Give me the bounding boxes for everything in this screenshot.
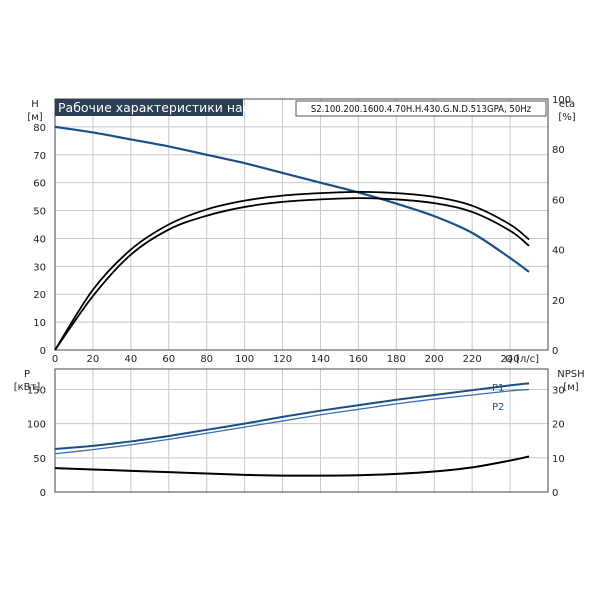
h-tick-label: 50 (33, 207, 46, 218)
eta-curve-1 (54, 190, 530, 351)
x-tick-label: 240 (501, 354, 520, 365)
h-tick-label: 20 (33, 290, 46, 301)
h-eta-grid (54, 99, 548, 351)
h-tick-label: 80 (33, 123, 46, 134)
h-axis-label: H (31, 99, 39, 110)
npsh-tick-label: 0 (552, 488, 558, 499)
p-npsh-grid (54, 369, 548, 493)
npsh-axis-label: NPSH (557, 369, 584, 380)
x-tick-label: 140 (311, 354, 330, 365)
p-tick-label: 100 (27, 420, 46, 431)
x-tick-label: 200 (425, 354, 444, 365)
eta-tick-label: 60 (552, 195, 565, 206)
eta-curve-2 (54, 197, 530, 351)
x-tick-label: 180 (387, 354, 406, 365)
eta-tick-label: 80 (552, 145, 565, 156)
pump-model-label: S2.100.200.1600.4.70H.H.430.G.N.D.513GPA… (311, 104, 532, 115)
model-box (295, 100, 547, 117)
h-curve (54, 125, 530, 273)
p1-series-label: P1 (492, 383, 504, 394)
npsh-curve (54, 455, 530, 477)
h-tick-label: 40 (33, 234, 46, 245)
eta-tick-labels: 0 20 40 60 80 100 (552, 95, 571, 357)
npsh-tick-labels: 0 10 20 30 (552, 386, 565, 500)
x-tick-label: 0 (52, 354, 58, 365)
h-tick-label: 0 (40, 346, 46, 357)
eta-tick-label: 20 (552, 296, 565, 307)
x-tick-label: 80 (200, 354, 213, 365)
eta-axis-label: eta (559, 99, 575, 110)
x-tick-label: 160 (349, 354, 368, 365)
x-tick-label: 40 (124, 354, 137, 365)
h-tick-labels: 0 10 20 30 40 50 60 70 80 (33, 123, 46, 357)
chart-title-box (55, 99, 243, 116)
x-tick-label: 60 (162, 354, 175, 365)
npsh-tick-label: 20 (552, 420, 565, 431)
p-npsh-series (54, 382, 530, 477)
x-tick-labels: 0 20 40 60 80 100 120 140 160 180 200 220 240 (52, 354, 520, 365)
p1-curve (54, 382, 530, 450)
p-axis-unit: [кВт] (14, 382, 41, 393)
chart-title: Рабочие характеристики насоса (58, 100, 272, 115)
p-tick-labels: 0 50 100 150 (27, 386, 46, 500)
x-tick-label: 20 (87, 354, 100, 365)
npsh-tick-label: 30 (552, 386, 565, 397)
p-tick-label: 50 (33, 454, 46, 465)
x-tick-label: 120 (273, 354, 292, 365)
h-axis-unit: [м] (27, 112, 42, 123)
eta-axis-unit: [%] (558, 112, 575, 123)
h-eta-series (54, 125, 530, 351)
p-tick-label: 150 (27, 386, 46, 397)
q-axis-label: Q [л/с] (505, 354, 539, 365)
h-tick-label: 70 (33, 151, 46, 162)
h-tick-label: 10 (33, 318, 46, 329)
npsh-tick-label: 10 (552, 454, 565, 465)
p-npsh-panel-frame (54, 368, 549, 493)
npsh-axis-unit: [м] (563, 382, 578, 393)
eta-tick-label: 40 (552, 246, 565, 257)
x-tick-label: 220 (463, 354, 482, 365)
h-eta-panel-frame (54, 98, 549, 351)
p2-series-label: P2 (492, 402, 504, 413)
p-axis-label: P (24, 369, 30, 380)
eta-tick-label: 100 (552, 95, 571, 106)
eta-tick-label: 0 (552, 346, 558, 357)
p2-curve (54, 388, 530, 455)
h-tick-label: 30 (33, 262, 46, 273)
x-tick-label: 100 (235, 354, 254, 365)
p-tick-label: 0 (40, 488, 46, 499)
h-tick-label: 60 (33, 179, 46, 190)
